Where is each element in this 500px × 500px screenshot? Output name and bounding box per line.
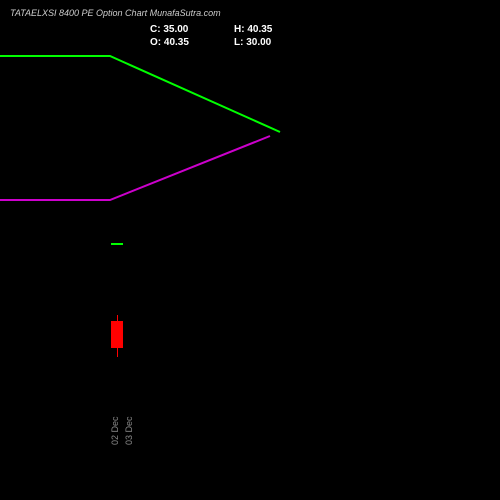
green-dash-marker (111, 243, 123, 245)
candle-body (111, 321, 123, 348)
line-magenta (0, 136, 270, 200)
chart-svg (0, 0, 500, 500)
x-tick-label: 03 Dec (124, 416, 134, 445)
x-tick-label: 02 Dec (110, 416, 120, 445)
line-green (0, 56, 280, 132)
